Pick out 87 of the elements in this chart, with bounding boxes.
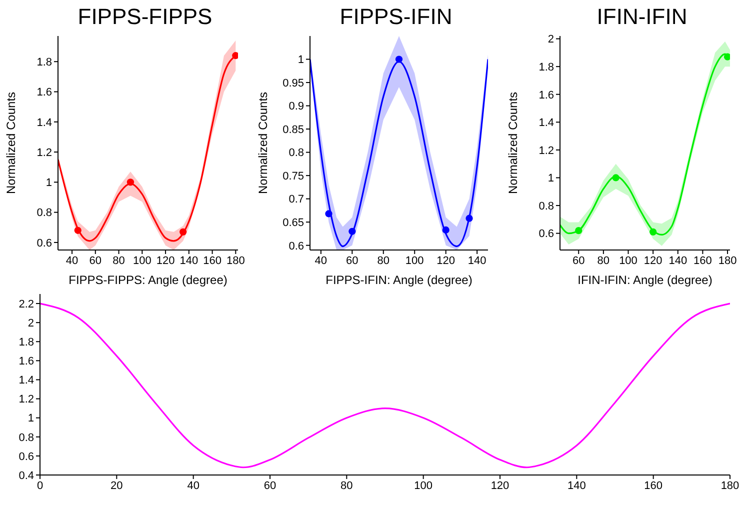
x-tick-label: 140 <box>180 254 198 267</box>
x-tick-label: 140 <box>668 254 688 267</box>
x-tick-label: 180 <box>718 254 737 267</box>
point <box>724 53 730 60</box>
point <box>575 226 582 234</box>
y-axis-title: Normalized Counts <box>4 92 18 194</box>
y-tick-label: 0.6 <box>538 228 554 240</box>
x-tick-label: 160 <box>694 254 712 267</box>
y-tick-label: 0.6 <box>18 450 34 463</box>
y-tick-label: 0.95 <box>282 77 304 90</box>
x-tick-label: 20 <box>110 480 123 492</box>
x-tick-label: 60 <box>572 254 585 267</box>
x-tick-label: 160 <box>203 254 222 267</box>
y-tick-label: 0.75 <box>282 170 304 182</box>
y-tick-label: 1.4 <box>18 374 34 387</box>
point <box>442 226 450 234</box>
y-tick-label: 0.9 <box>288 100 304 113</box>
y-tick-label: 2.2 <box>18 298 34 310</box>
x-tick-label: 40 <box>187 480 200 492</box>
x-tick-label: 60 <box>346 254 358 267</box>
chart-title: IFIN-IFIN <box>596 3 688 31</box>
y-tick-label: 1 <box>46 177 52 190</box>
y-tick-label: 1.6 <box>538 89 554 102</box>
x-tick-label: 80 <box>340 480 353 492</box>
y-tick-label: 2 <box>28 317 34 330</box>
y-tick-label: 1.2 <box>538 144 554 157</box>
x-tick-label: 80 <box>112 254 125 267</box>
chart-title: FIPPS-FIPPS <box>76 3 214 31</box>
y-tick-label: 1.2 <box>36 146 52 159</box>
point <box>395 56 403 63</box>
x-tick-label: 120 <box>436 254 456 267</box>
y-tick-label: 1.6 <box>18 356 34 368</box>
y-tick-label: 0.6 <box>36 237 52 250</box>
point <box>650 228 657 236</box>
point <box>126 178 134 186</box>
x-tick-label: 100 <box>405 254 424 267</box>
y-tick-label: 1.8 <box>18 336 34 349</box>
x-tick-label: 80 <box>597 254 610 267</box>
x-tick-label: 140 <box>468 254 486 267</box>
y-tick-label: 1.4 <box>538 117 554 130</box>
x-tick-label: 120 <box>490 480 510 492</box>
x-tick-label: 0 <box>36 480 44 492</box>
y-axis-title: Normalized Counts <box>506 92 520 194</box>
x-axis-title: IFIN-IFIN: Angle (degree) <box>578 273 712 287</box>
y-tick-label: 0.8 <box>538 200 554 212</box>
x-tick-label: 40 <box>314 254 328 267</box>
y-tick-label: 2 <box>548 34 554 46</box>
x-tick-label: 180 <box>226 254 245 267</box>
y-tick-label: 1.8 <box>36 56 52 69</box>
point <box>325 210 332 218</box>
y-tick-label: 1 <box>298 54 304 66</box>
chart-title: FIPPS-IFIN <box>338 3 454 31</box>
x-tick-label: 60 <box>89 254 102 267</box>
y-tick-label: 1.6 <box>36 86 52 99</box>
y-tick-label: 1 <box>548 172 554 185</box>
point <box>466 214 473 222</box>
y-tick-label: 1.2 <box>18 394 34 406</box>
point <box>74 226 82 234</box>
y-tick-label: 1.8 <box>538 61 554 74</box>
x-axis-title: FIPPS-FIPPS: Angle (degree) <box>68 273 228 287</box>
y-tick-label: 0.4 <box>18 470 34 482</box>
x-tick-label: 120 <box>156 254 175 267</box>
x-tick-label: 100 <box>619 254 638 267</box>
x-tick-label: 120 <box>644 254 662 267</box>
y-tick-label: 0.6 <box>288 240 304 252</box>
y-tick-label: 1.4 <box>36 116 52 129</box>
y-tick-label: 0.8 <box>18 432 34 444</box>
point <box>348 228 356 235</box>
x-axis-title: FIPPS-IFIN: Angle (degree) <box>326 273 472 287</box>
line-series <box>40 302 730 468</box>
x-tick-label: 160 <box>644 480 663 492</box>
x-tick-label: 80 <box>377 254 390 267</box>
y-tick-label: 0.8 <box>36 207 52 220</box>
x-tick-label: 40 <box>66 254 78 267</box>
y-tick-label: 0.7 <box>288 194 304 206</box>
x-tick-label: 60 <box>264 480 276 492</box>
x-tick-label: 100 <box>414 480 433 492</box>
y-tick-label: 0.65 <box>282 216 304 229</box>
x-tick-label: 180 <box>720 480 740 492</box>
point <box>179 228 187 236</box>
y-tick-label: 0.85 <box>282 124 304 136</box>
point <box>612 174 620 182</box>
y-tick-label: 0.8 <box>288 147 304 160</box>
y-axis-title: Normalized Counts <box>256 92 270 194</box>
y-tick-label: 1 <box>28 412 34 425</box>
x-tick-label: 100 <box>132 254 152 267</box>
x-tick-label: 140 <box>567 480 586 492</box>
